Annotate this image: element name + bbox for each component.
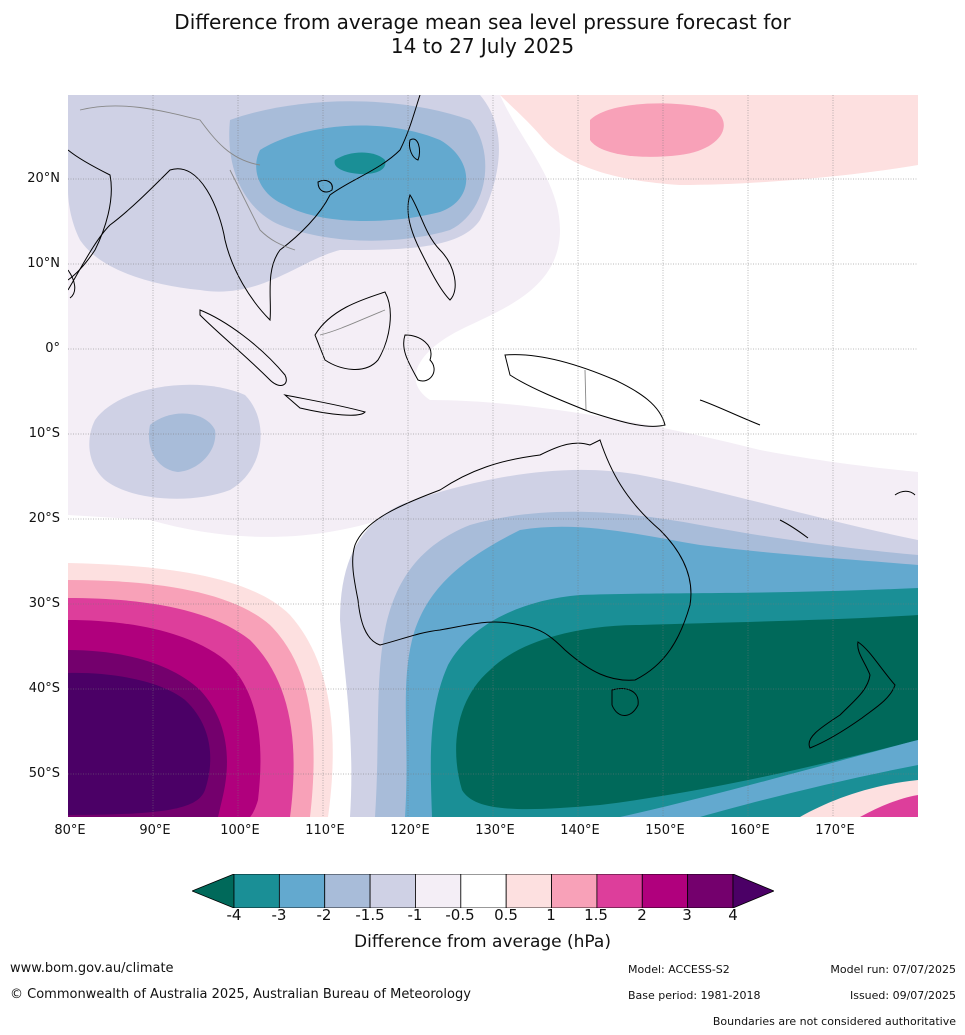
country-boundaries [79, 105, 587, 411]
hainan-coastline [317, 179, 333, 193]
india-coastline [68, 149, 112, 281]
colorbar-under-triangle [192, 874, 235, 908]
contour-plus-1-pacific [590, 103, 724, 157]
fiji-coastline [894, 490, 916, 496]
colorbar-cells [233, 874, 734, 908]
colorbar-cell [460, 874, 507, 908]
sulawesi-coastline [403, 334, 435, 382]
taiwan-coastline [409, 138, 421, 161]
map-plot-area [68, 95, 918, 817]
colorbar-cell [233, 874, 280, 908]
lon-label-80e: 80°E [54, 823, 86, 838]
website-link[interactable]: www.bom.gov.au/climate [10, 961, 174, 976]
title-line-2: 14 to 27 July 2025 [390, 34, 575, 58]
lon-label-130e: 130°E [475, 823, 515, 838]
lat-label-40s: 40°S [28, 681, 60, 696]
solomon-islands-coastline [699, 399, 761, 426]
colorbar-cell [596, 874, 643, 908]
colorbar-cell [415, 874, 462, 908]
border-new-guinea [584, 369, 587, 411]
lat-label-20n: 20°N [27, 171, 60, 186]
lon-label-150e: 150°E [645, 823, 685, 838]
title-line-1: Difference from average mean sea level p… [174, 10, 791, 34]
border-south-asia [79, 105, 261, 166]
new-guinea-coastline [504, 354, 666, 427]
australia-coastline [352, 439, 692, 681]
colorbar [192, 874, 774, 908]
lon-label-170e: 170°E [815, 823, 855, 838]
colorbar-tick: 0.5 [494, 906, 518, 924]
border-indochina [229, 169, 296, 251]
lon-label-120e: 120°E [390, 823, 430, 838]
sumatra-coastline [199, 309, 287, 386]
coastlines [68, 95, 916, 749]
lat-label-20s: 20°S [28, 511, 60, 526]
colorbar-tick: -1.5 [355, 906, 385, 924]
contour-minus-3-asia [334, 152, 386, 175]
copyright-text: © Commonwealth of Australia 2025, Austra… [10, 987, 471, 1002]
lat-label-30s: 30°S [28, 596, 60, 611]
lon-label-110e: 110°E [305, 823, 345, 838]
philippines-coastline [407, 193, 456, 301]
colorbar-tick: 4 [728, 906, 738, 924]
colorbar-cell [505, 874, 552, 908]
colorbar-ticks: -4 -3 -2 -1.5 -1 -0.5 0.5 1 1.5 2 3 4 [0, 906, 965, 926]
colorbar-cell [687, 874, 734, 908]
colorbar-tick: -0.5 [445, 906, 475, 924]
colorbar-cell [641, 874, 689, 908]
base-period-text: Base period: 1981-2018 [628, 989, 761, 1002]
colorbar-tick: 1.5 [584, 906, 608, 924]
boundaries-note: Boundaries are not considered authoritat… [712, 1015, 956, 1028]
colorbar-cell [324, 874, 371, 908]
colorbar-over-triangle [732, 874, 774, 908]
contour-plus-1_5-southeast [860, 795, 918, 817]
colorbar-cell [369, 874, 416, 908]
colorbar-tick: -3 [271, 906, 287, 924]
colorbar-tick: -1 [407, 906, 423, 924]
contour-minus-4-south [456, 615, 918, 810]
mainland-asia-coastline [68, 95, 421, 322]
colorbar-tick: -4 [226, 906, 242, 924]
sri-lanka-coastline [68, 269, 76, 299]
lat-label-10s: 10°S [28, 426, 60, 441]
colorbar-tick: 1 [546, 906, 556, 924]
lat-label-50s: 50°S [28, 766, 60, 781]
lon-label-90e: 90°E [139, 823, 171, 838]
issued-text: Issued: 09/07/2025 [849, 989, 956, 1002]
border-borneo [319, 309, 386, 336]
gridlines [68, 95, 918, 817]
map-title: Difference from average mean sea level p… [0, 10, 965, 58]
colorbar-cell [551, 874, 598, 908]
contour-minus-1_5-indian [148, 413, 216, 472]
new-caledonia-coastline [779, 519, 809, 539]
borneo-coastline [314, 291, 391, 370]
colorbar-tick: 2 [637, 906, 647, 924]
contour-plus-4-southwest [68, 672, 211, 815]
lat-label-10n: 10°N [27, 256, 60, 271]
lat-label-equator: 0° [45, 341, 60, 356]
lon-label-100e: 100°E [220, 823, 260, 838]
lon-label-160e: 160°E [730, 823, 770, 838]
tasmania-coastline [611, 688, 639, 716]
new-zealand-coastline [808, 641, 896, 749]
colorbar-tick: -2 [316, 906, 332, 924]
lon-label-140e: 140°E [560, 823, 600, 838]
colorbar-tick: 3 [682, 906, 692, 924]
colorbar-cell [278, 874, 326, 908]
java-coastline [283, 394, 366, 416]
colorbar-title: Difference from average (hPa) [354, 932, 611, 952]
model-run-text: Model run: 07/07/2025 [830, 963, 956, 976]
model-text: Model: ACCESS-S2 [628, 963, 730, 976]
